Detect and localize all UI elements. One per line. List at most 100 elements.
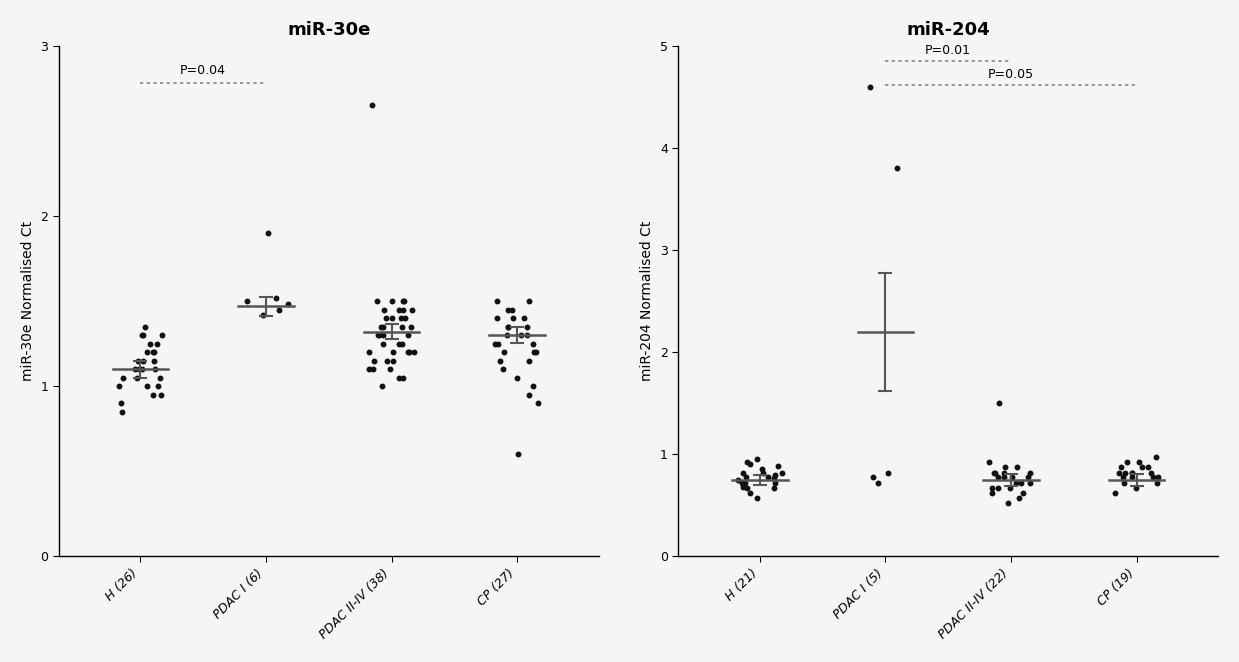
Point: [491, 355, 510, 366]
Point: [1132, 462, 1152, 473]
Point: [1142, 471, 1162, 482]
Point: [374, 305, 394, 315]
Point: [373, 330, 393, 340]
Point: [1123, 471, 1142, 482]
Point: [1123, 467, 1142, 478]
Point: [494, 347, 514, 357]
Point: [389, 372, 409, 383]
Point: [737, 483, 757, 493]
Point: [369, 330, 389, 340]
Point: [733, 467, 753, 478]
Point: [497, 330, 517, 340]
Point: [1002, 471, 1022, 482]
Point: [999, 498, 1018, 508]
Point: [383, 347, 403, 357]
Point: [488, 338, 508, 349]
Point: [995, 462, 1015, 473]
Point: [980, 457, 1000, 467]
Point: [528, 398, 548, 408]
Point: [989, 398, 1009, 408]
Point: [368, 330, 388, 340]
Point: [404, 347, 424, 357]
Point: [399, 347, 419, 357]
Point: [389, 305, 409, 315]
Point: [510, 330, 530, 340]
Point: [253, 309, 273, 320]
Point: [1129, 457, 1149, 467]
Y-axis label: miR-30e Normalised Ct: miR-30e Normalised Ct: [21, 221, 35, 381]
Point: [134, 355, 154, 366]
Point: [363, 364, 383, 375]
Point: [1001, 483, 1021, 493]
Point: [517, 321, 536, 332]
Point: [887, 163, 907, 173]
Point: [394, 296, 414, 307]
Point: [1147, 471, 1167, 482]
Text: P=0.04: P=0.04: [180, 64, 227, 77]
Point: [735, 477, 755, 488]
Point: [1007, 462, 1027, 473]
Text: P=0.05: P=0.05: [987, 68, 1035, 81]
Point: [136, 381, 156, 391]
Point: [390, 313, 410, 324]
Point: [150, 372, 170, 383]
Point: [393, 372, 413, 383]
Point: [135, 321, 155, 332]
Point: [373, 338, 393, 349]
Point: [1118, 457, 1137, 467]
Point: [380, 364, 400, 375]
Point: [1009, 493, 1028, 503]
Point: [752, 464, 772, 475]
Point: [493, 364, 513, 375]
Point: [1126, 483, 1146, 493]
Point: [517, 330, 536, 340]
Point: [144, 347, 164, 357]
Point: [401, 321, 421, 332]
Point: [508, 449, 528, 459]
Point: [1115, 467, 1135, 478]
Point: [507, 372, 527, 383]
Point: [985, 467, 1005, 478]
Point: [514, 313, 534, 324]
Point: [737, 457, 757, 467]
Point: [987, 483, 1007, 493]
Point: [736, 471, 756, 482]
Point: [987, 471, 1007, 482]
Point: [758, 471, 778, 482]
Point: [382, 296, 401, 307]
Point: [359, 364, 379, 375]
Point: [1109, 467, 1129, 478]
Point: [747, 493, 767, 503]
Point: [519, 355, 539, 366]
Text: P=0.01: P=0.01: [926, 44, 971, 57]
Point: [149, 381, 169, 391]
Point: [740, 488, 760, 498]
Point: [133, 330, 152, 340]
Point: [125, 364, 145, 375]
Point: [487, 313, 507, 324]
Point: [487, 296, 507, 307]
Title: miR-204: miR-204: [907, 21, 990, 39]
Point: [864, 471, 883, 482]
Point: [378, 355, 398, 366]
Point: [399, 330, 419, 340]
Point: [1014, 488, 1033, 498]
Point: [395, 313, 415, 324]
Point: [152, 330, 172, 340]
Point: [373, 381, 393, 391]
Point: [1146, 452, 1166, 463]
Point: [869, 477, 888, 488]
Point: [1141, 467, 1161, 478]
Point: [1021, 477, 1041, 488]
Point: [128, 372, 147, 383]
Point: [486, 338, 506, 349]
Point: [1011, 477, 1031, 488]
Point: [129, 364, 149, 375]
Point: [1017, 471, 1037, 482]
Point: [367, 296, 387, 307]
Point: [145, 364, 165, 375]
Point: [524, 381, 544, 391]
Point: [278, 299, 297, 310]
Point: [403, 305, 422, 315]
Point: [498, 321, 518, 332]
